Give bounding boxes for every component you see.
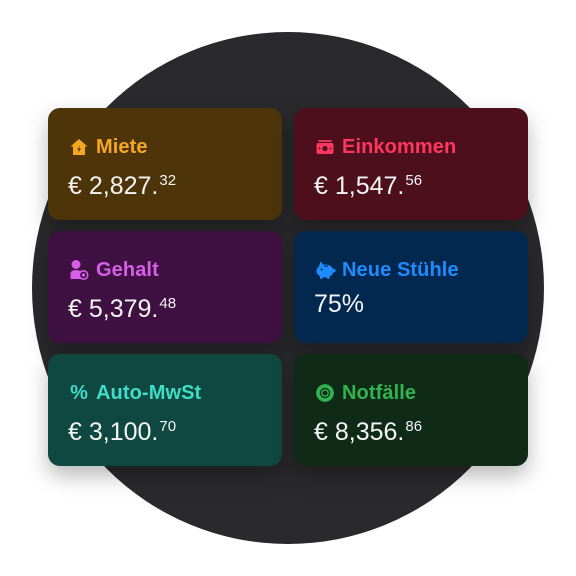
currency-symbol: € [314, 418, 328, 446]
card-header: % Auto-MwSt [68, 380, 282, 406]
piggy-bank-icon [314, 259, 336, 281]
currency-symbol: € [68, 295, 82, 323]
lifebuoy-icon [314, 382, 336, 404]
card-label: Einkommen [342, 135, 457, 158]
card-amount: € 2,827.32 [68, 166, 282, 201]
card-label: Miete [96, 135, 148, 158]
card-header: Einkommen [314, 134, 528, 160]
amount-main: 5,379. [88, 295, 159, 323]
amount-main: 2,827. [88, 172, 159, 200]
card-gehalt[interactable]: Gehalt € 5,379.48 [48, 231, 282, 343]
amount-cents: 32 [159, 172, 177, 189]
amount-cents: 56 [405, 172, 423, 189]
amount-cents: 48 [159, 295, 177, 312]
percent-icon: % [70, 382, 88, 404]
card-label: Gehalt [96, 258, 159, 281]
budget-card-grid: Miete € 2,827.32 Einkommen [48, 108, 528, 466]
card-label: Notfälle [342, 381, 417, 404]
card-neue-stuehle[interactable]: Neue Stühle 75% [294, 231, 528, 343]
amount-main: 8,356. [334, 418, 405, 446]
card-notfaelle[interactable]: Notfälle € 8,356.86 [294, 354, 528, 466]
amount-cents: 70 [159, 418, 177, 435]
amount-main: 3,100. [88, 418, 159, 446]
person-coin-icon [68, 259, 90, 281]
card-header: Neue Stühle [314, 257, 528, 283]
card-einkommen[interactable]: Einkommen € 1,547.56 [294, 108, 528, 220]
card-amount: € 5,379.48 [68, 289, 282, 324]
currency-symbol: € [68, 418, 82, 446]
card-amount: € 8,356.86 [314, 412, 528, 447]
card-auto-mwst[interactable]: % Auto-MwSt € 3,100.70 [48, 354, 282, 466]
currency-symbol: € [314, 172, 328, 200]
card-label: Neue Stühle [342, 258, 459, 281]
card-amount: € 1,547.56 [314, 166, 528, 201]
cash-icon [314, 136, 336, 158]
home-icon [68, 136, 90, 158]
card-miete[interactable]: Miete € 2,827.32 [48, 108, 282, 220]
card-header: Notfälle [314, 380, 528, 406]
card-header: Gehalt [68, 257, 282, 283]
currency-symbol: € [68, 172, 82, 200]
amount-cents: 86 [405, 418, 423, 435]
card-amount: € 3,100.70 [68, 412, 282, 447]
card-header: Miete [68, 134, 282, 160]
amount-main: 1,547. [334, 172, 405, 200]
card-progress-value: 75% [314, 290, 365, 318]
card-label: Auto-MwSt [96, 381, 202, 404]
